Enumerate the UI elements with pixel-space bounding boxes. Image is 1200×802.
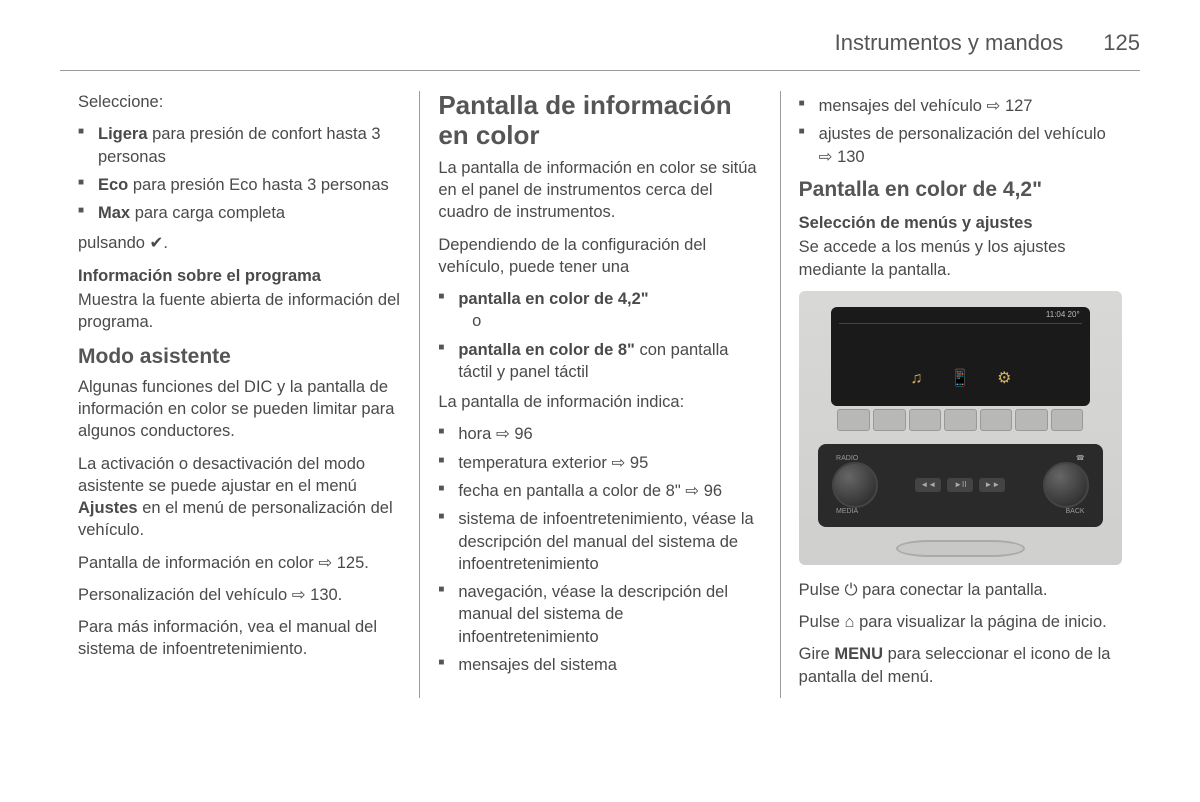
page-ref-icon: 130. bbox=[292, 586, 343, 604]
list-item: sistema de infoentretenimiento, véase la… bbox=[438, 508, 761, 575]
personalizacion-ref-line: Personalización del vehículo 130. bbox=[78, 584, 401, 606]
column-3: mensajes del vehículo 127 ajustes de per… bbox=[780, 91, 1140, 698]
gire-menu-text: Gire MENU para seleccionar el icono de l… bbox=[799, 643, 1122, 688]
page-ref-icon: 96 bbox=[685, 482, 722, 500]
column-1: Seleccione: Ligera para presión de confo… bbox=[60, 91, 419, 698]
modo-p2: La activación o desactivación del modo a… bbox=[78, 453, 401, 542]
indica-label: La pantalla de información indica: bbox=[438, 391, 761, 413]
list-item: pantalla en color de 4,2" o bbox=[438, 288, 761, 333]
col2-p1: La pantalla de información en color se s… bbox=[438, 157, 761, 224]
prev-icon: ◄◄ bbox=[915, 478, 941, 492]
list-item: pantalla en color de 8" con pantalla tác… bbox=[438, 339, 761, 384]
pulse-power-text: Pulse ⏻ para conectar la pantalla. bbox=[799, 579, 1122, 601]
col2-p2: Dependiendo de la configuración del vehí… bbox=[438, 234, 761, 279]
list-item: Max para carga completa bbox=[78, 202, 401, 224]
section-title: Instrumentos y mandos bbox=[835, 30, 1064, 56]
option-bold: Ligera bbox=[98, 125, 148, 143]
figure-softkeys bbox=[837, 409, 1083, 431]
right-knob: ☎ BACK bbox=[1043, 462, 1089, 508]
figure-vent bbox=[896, 540, 1025, 556]
page-ref-icon: 96 bbox=[496, 425, 533, 443]
pantalla-ref-line: Pantalla de información en color 125. bbox=[78, 552, 401, 574]
option-text: para carga completa bbox=[130, 204, 285, 222]
list-item: Eco para presión Eco hasta 3 personas bbox=[78, 174, 401, 196]
figure-screen-statusbar: 11:04 20° bbox=[1046, 310, 1080, 321]
dashboard-figure: 11:04 20° ♫ 📱 ⚙ RADIO MEDIA ◄◄ ►II ►► bbox=[799, 291, 1122, 565]
page-ref-icon: 125. bbox=[318, 554, 369, 572]
knob-label-radio: RADIO bbox=[836, 454, 858, 463]
list-item: Ligera para presión de confort hasta 3 p… bbox=[78, 123, 401, 168]
column-2: Pantalla de información en color La pant… bbox=[419, 91, 779, 698]
option-text: para presión Eco hasta 3 personas bbox=[128, 176, 389, 194]
option-bold: Eco bbox=[98, 176, 128, 194]
pantalla-42-title: Pantalla en color de 4,2" bbox=[799, 176, 1122, 204]
seleccion-text: Se accede a los menús y los ajustes medi… bbox=[799, 236, 1122, 281]
pressure-options-list: Ligera para presión de confort hasta 3 p… bbox=[78, 123, 401, 224]
pressing-text: pulsando ✔. bbox=[78, 232, 401, 254]
figure-screen: 11:04 20° ♫ 📱 ⚙ bbox=[831, 307, 1090, 406]
next-icon: ►► bbox=[979, 478, 1005, 492]
list-item: temperatura exterior 95 bbox=[438, 452, 761, 474]
select-label: Seleccione: bbox=[78, 91, 401, 113]
page-ref-icon: 130 bbox=[819, 148, 865, 166]
list-item: mensajes del sistema bbox=[438, 654, 761, 676]
seleccion-subhead: Selección de menús y ajustes bbox=[799, 212, 1122, 234]
knob-label-media: MEDIA bbox=[836, 507, 858, 516]
program-info-text: Muestra la fuente abierta de información… bbox=[78, 289, 401, 334]
screen-types-list: pantalla en color de 4,2" o pantalla en … bbox=[438, 288, 761, 383]
pulse-home-text: Pulse ⌂ para visualizar la página de ini… bbox=[799, 611, 1122, 633]
list-item: mensajes del vehículo 127 bbox=[799, 95, 1122, 117]
phone-icon: 📱 bbox=[947, 366, 973, 392]
mas-info-text: Para más información, vea el manual del … bbox=[78, 616, 401, 661]
left-knob: RADIO MEDIA bbox=[832, 462, 878, 508]
page-header: Instrumentos y mandos 125 bbox=[60, 30, 1140, 56]
knob-label-phone: ☎ bbox=[1076, 454, 1085, 463]
page-ref-icon: 95 bbox=[611, 454, 648, 472]
content-columns: Seleccione: Ligera para presión de confo… bbox=[60, 91, 1140, 698]
settings-icon: ⚙ bbox=[991, 366, 1017, 392]
modo-p1: Algunas funciones del DIC y la pantalla … bbox=[78, 376, 401, 443]
play-icon: ►II bbox=[947, 478, 973, 492]
music-icon: ♫ bbox=[903, 366, 929, 392]
option-bold: Max bbox=[98, 204, 130, 222]
list-item: hora 96 bbox=[438, 423, 761, 445]
figure-media-buttons: ◄◄ ►II ►► bbox=[915, 478, 1005, 492]
info-indica-list-cont: mensajes del vehículo 127 ajustes de per… bbox=[799, 95, 1122, 168]
page-number: 125 bbox=[1103, 30, 1140, 56]
modo-asistente-head: Modo asistente bbox=[78, 343, 401, 371]
info-indica-list: hora 96 temperatura exterior 95 fecha en… bbox=[438, 423, 761, 676]
program-info-head: Información sobre el programa bbox=[78, 265, 401, 287]
knob-label-back: BACK bbox=[1066, 507, 1085, 516]
header-rule bbox=[60, 70, 1140, 71]
list-item: ajustes de personalización del vehículo … bbox=[799, 123, 1122, 168]
pantalla-info-title: Pantalla de información en color bbox=[438, 91, 761, 151]
list-item: navegación, véase la descripción del man… bbox=[438, 581, 761, 648]
figure-control-panel: RADIO MEDIA ◄◄ ►II ►► ☎ BACK bbox=[818, 444, 1103, 526]
page-ref-icon: 127 bbox=[987, 97, 1033, 115]
list-item: fecha en pantalla a color de 8" 96 bbox=[438, 480, 761, 502]
